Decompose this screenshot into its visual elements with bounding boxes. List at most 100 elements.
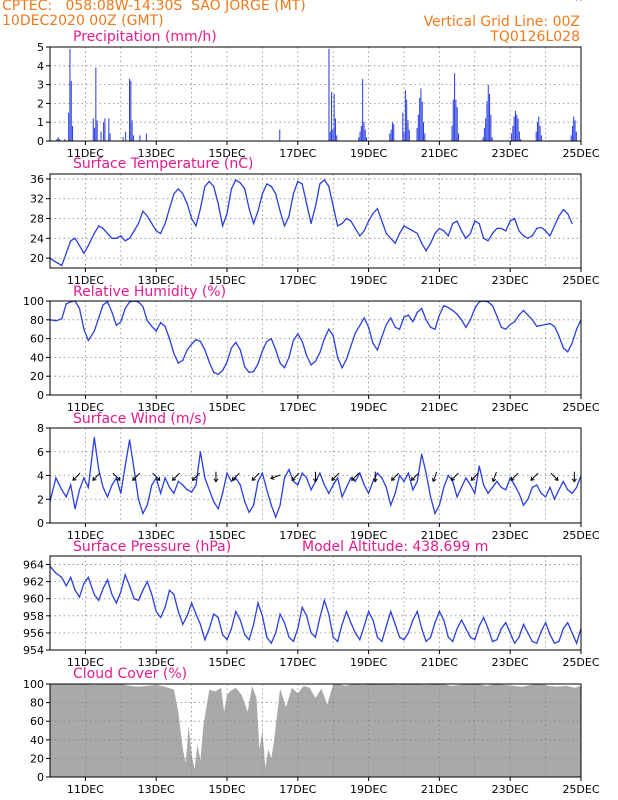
humidity-point — [297, 333, 299, 335]
temperature-point — [137, 222, 140, 225]
precipitation-bar — [393, 124, 395, 141]
pressure-point — [359, 639, 361, 641]
wind-point — [248, 511, 250, 513]
wind-point — [306, 477, 308, 479]
wind-arrow-head — [571, 478, 577, 483]
wind-arrow — [391, 472, 400, 481]
pressure-ytick-label: 964 — [23, 559, 44, 572]
wind-point — [177, 480, 179, 483]
temperature-xtick-label: 11DEC — [67, 274, 104, 287]
pressure-point — [527, 632, 529, 634]
temperature-point — [376, 208, 379, 210]
temperature-point — [403, 225, 405, 227]
temperature-point — [341, 222, 343, 225]
pressure-point — [160, 616, 162, 619]
precipitation-bar — [520, 139, 522, 141]
temperature-point — [328, 185, 330, 187]
humidity-point — [93, 330, 95, 332]
wind-ytick-label: 0 — [37, 517, 44, 530]
temperature-point — [332, 205, 334, 207]
temperature-point — [168, 208, 171, 210]
pressure-point — [98, 599, 100, 602]
precipitation-bar — [358, 137, 360, 141]
pressure-point — [412, 619, 414, 621]
wind-point — [323, 484, 325, 486]
wind-point — [261, 472, 263, 474]
humidity-point — [292, 339, 294, 342]
wind-arrow — [132, 472, 141, 481]
precipitation-bar — [456, 107, 458, 141]
precipitation-bar — [408, 129, 410, 141]
precipitation-frame — [49, 46, 582, 142]
wind-point — [111, 484, 113, 486]
temperature-point — [266, 183, 268, 185]
humidity-ytick-label: 80 — [30, 314, 44, 327]
wind-point — [354, 480, 356, 483]
temperature-point — [434, 232, 436, 234]
wind-arrow — [470, 472, 479, 481]
humidity-point — [416, 311, 418, 313]
pressure-point — [514, 642, 516, 644]
temperature-point — [74, 237, 76, 239]
wind-point — [337, 477, 339, 479]
temperature-xtick-label: 13DEC — [138, 274, 175, 287]
temperature-point — [283, 225, 286, 227]
wind-arrow — [92, 472, 101, 481]
precipitation-bar — [331, 92, 333, 141]
pressure-point — [456, 628, 458, 630]
pressure-ytick-label: 962 — [23, 576, 44, 589]
wind-point — [146, 504, 148, 506]
wind-point — [124, 465, 126, 467]
precipitation-bar — [403, 131, 405, 141]
wind-point — [429, 496, 432, 498]
pressure-point — [129, 585, 131, 587]
humidity-point — [61, 318, 63, 320]
temperature-point — [522, 235, 525, 237]
temperature-point — [536, 227, 538, 230]
pressure-point — [226, 639, 228, 641]
wind-arrow-head — [410, 476, 416, 481]
wind-arrow — [331, 472, 340, 481]
wind-point — [545, 496, 547, 498]
pressure-point — [111, 593, 113, 596]
pressure-xtick-label: 13DEC — [138, 656, 175, 669]
temperature-point — [61, 264, 63, 267]
pressure-point — [403, 639, 405, 641]
wind-arrow-head — [231, 476, 236, 481]
temperature-point — [213, 185, 215, 187]
humidity-point — [288, 356, 290, 358]
pressure-point — [74, 589, 76, 591]
pressure-point — [345, 610, 348, 613]
precipitation-bar — [535, 131, 537, 141]
precipitation-bar — [452, 99, 454, 141]
temperature-point — [407, 227, 410, 230]
pressure-point — [416, 610, 418, 613]
precipitation-bar — [95, 67, 97, 141]
wind-xtick-label: 23DEC — [492, 529, 529, 542]
cloud-xtick-label: 13DEC — [138, 783, 175, 796]
temperature-point — [385, 232, 387, 234]
pressure-point — [297, 628, 299, 630]
precipitation-bar — [485, 118, 487, 141]
wind-arrow — [270, 474, 281, 479]
humidity-ytick-label: 60 — [30, 333, 44, 346]
temperature-point — [553, 225, 556, 227]
wind-point — [270, 504, 272, 506]
wind-xtick-label: 19DEC — [350, 529, 387, 542]
temperature-point — [83, 252, 85, 254]
precipitation-bar — [454, 73, 456, 141]
wind-point — [549, 486, 551, 488]
pressure-point — [558, 640, 560, 643]
temperature-point — [204, 185, 206, 187]
temperature-point — [301, 183, 303, 185]
wind-point — [509, 477, 511, 479]
wind-ytick-label: 2 — [37, 493, 44, 506]
temperature-point — [575, 0, 578, 1]
wind-arrow-head — [391, 476, 396, 481]
pressure-point — [221, 634, 224, 636]
temperature-point — [562, 209, 564, 211]
wind-point — [61, 489, 63, 491]
temperature-point — [70, 240, 72, 242]
wind-point — [208, 489, 210, 491]
wind-point — [301, 472, 303, 474]
